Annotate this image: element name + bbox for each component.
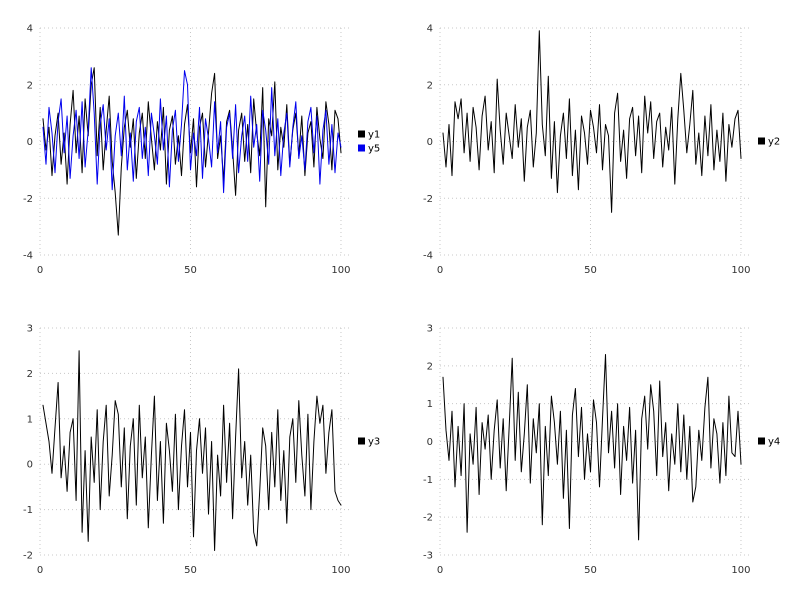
y-tick-label: -2 xyxy=(23,551,33,562)
y-tick-label: 2 xyxy=(27,80,33,91)
x-tick-label: 0 xyxy=(37,565,43,576)
y-tick-label: 4 xyxy=(27,24,33,35)
legend-label-y3: y3 xyxy=(368,437,380,448)
legend-label-y2: y2 xyxy=(768,137,780,148)
legend-marker-y1 xyxy=(358,130,365,138)
legend-label-y4: y4 xyxy=(768,437,780,448)
x-tick-label: 50 xyxy=(584,565,597,576)
y-tick-label: 1 xyxy=(427,399,433,410)
x-tick-label: 0 xyxy=(437,565,443,576)
y-tick-label: -3 xyxy=(423,551,433,562)
series-line-y3 xyxy=(42,350,342,551)
y-tick-label: 0 xyxy=(427,437,433,448)
chart-panel-y4: -3 -2 -1 0 1 2 3 0 50 100 y4 xyxy=(400,300,800,600)
y-tick-label: 1 xyxy=(27,414,33,425)
y-tick-label: -2 xyxy=(423,194,433,205)
x-tick-label: 100 xyxy=(331,565,350,576)
legend-marker-y4 xyxy=(758,437,765,445)
x-tick-label: 100 xyxy=(331,265,350,276)
y-tick-label: 2 xyxy=(427,80,433,91)
series-line-y5 xyxy=(42,67,342,194)
legend-marker-y5 xyxy=(358,144,365,152)
chart-svg-plot-bottom-right: -3 -2 -1 0 1 2 3 0 50 100 y4 xyxy=(423,324,780,577)
chart-panel-y3: -2 -1 0 1 2 3 0 50 100 y3 xyxy=(0,300,400,600)
y-tick-label: -1 xyxy=(23,505,33,516)
x-tick-label: 50 xyxy=(184,565,197,576)
legend-label-y1: y1 xyxy=(368,130,380,141)
legend-marker-y2 xyxy=(758,137,765,145)
y-tick-label: 2 xyxy=(27,369,33,380)
x-tick-label: 100 xyxy=(731,565,750,576)
x-tick-label: 0 xyxy=(37,265,43,276)
chart-svg-plot-top-left: -4 -2 0 2 4 0 50 100 y1 y5 xyxy=(23,24,380,277)
y-tick-label: -2 xyxy=(423,513,433,524)
chart-svg-plot-top-right: -4 -2 0 2 4 0 50 100 y2 xyxy=(423,24,780,277)
y-tick-label: 0 xyxy=(27,137,33,148)
y-tick-label: -4 xyxy=(23,251,33,262)
series-line-y4 xyxy=(442,354,742,541)
y-tick-label: 0 xyxy=(27,460,33,471)
x-tick-label: 0 xyxy=(437,265,443,276)
y-tick-label: 2 xyxy=(427,361,433,372)
y-tick-label: -4 xyxy=(423,251,433,262)
y-tick-label: 4 xyxy=(427,24,433,35)
legend-label-y5: y5 xyxy=(368,144,380,155)
y-tick-label: 3 xyxy=(427,324,433,335)
x-tick-label: 50 xyxy=(584,265,597,276)
y-tick-label: -2 xyxy=(23,194,33,205)
y-tick-label: 0 xyxy=(427,137,433,148)
x-tick-label: 100 xyxy=(731,265,750,276)
series-line-y2 xyxy=(442,30,742,213)
y-tick-label: 3 xyxy=(27,324,33,335)
legend-marker-y3 xyxy=(358,437,365,445)
chart-panel-y2: -4 -2 0 2 4 0 50 100 y2 xyxy=(400,0,800,300)
chart-svg-plot-bottom-left: -2 -1 0 1 2 3 0 50 100 y3 xyxy=(23,324,380,577)
chart-panel-y1-y5: -4 -2 0 2 4 0 50 100 y1 y5 xyxy=(0,0,400,300)
y-tick-label: -1 xyxy=(423,475,433,486)
x-tick-label: 50 xyxy=(184,265,197,276)
